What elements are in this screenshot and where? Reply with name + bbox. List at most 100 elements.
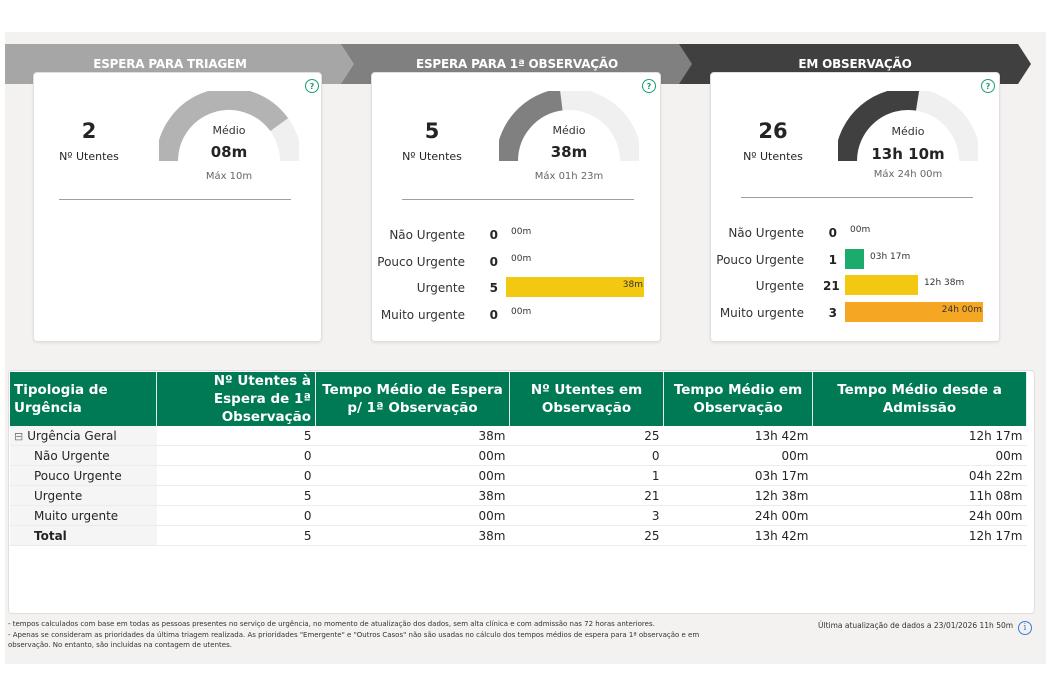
table-cell: 03h 17m xyxy=(663,465,813,486)
priority-count: 3 xyxy=(828,305,837,320)
priority-time: 00m xyxy=(511,306,532,317)
table-cell: 5 xyxy=(156,485,316,506)
table-cell: 38m xyxy=(315,485,510,506)
row-label: Não Urgente xyxy=(34,448,110,463)
help-icon[interactable]: ? xyxy=(642,79,656,93)
column-header[interactable]: Tempo Médio desde a Admissão xyxy=(812,372,1027,426)
table-row-group[interactable]: ⊟ Urgência Geral 5 38m 25 13h 42m 12h 17m xyxy=(10,426,1027,446)
row-header: Muito urgente xyxy=(10,505,157,526)
last-update-text: Última atualização de dados a 23/01/2026… xyxy=(818,621,1014,630)
wait-gauge xyxy=(159,91,299,162)
gauge-label: Médio xyxy=(212,124,246,137)
priority-label: Urgente xyxy=(755,279,804,293)
priority-count: 1 xyxy=(828,252,837,267)
card-triage: ? 2 Nº Utentes Médio 08m Máx 10m xyxy=(33,72,322,342)
priority-bar[interactable] xyxy=(506,277,644,297)
card-in-observation: ? 26 Nº Utentes Médio 13h 10m Máx 24h 00… xyxy=(710,72,1000,342)
wait-gauge xyxy=(499,91,639,162)
patient-count: 26 xyxy=(758,119,788,143)
gauge-label: Médio xyxy=(552,124,586,137)
priority-bar[interactable] xyxy=(845,301,983,322)
row-label: Muito urgente xyxy=(34,508,119,523)
priority-time: 00m xyxy=(511,253,532,264)
priority-label: Não Urgente xyxy=(728,226,804,240)
column-header[interactable]: Nº Utentes em Observação xyxy=(509,372,664,426)
row-header: Urgente xyxy=(10,485,157,506)
table-cell: 38m xyxy=(315,525,510,546)
patient-count: 2 xyxy=(81,119,97,143)
gauge-value: 13h 10m xyxy=(871,145,945,163)
table-cell: 0 xyxy=(156,505,316,526)
stage-title: ESPERA PARA 1ª OBSERVAÇÃO xyxy=(415,57,618,71)
table-cell: 25 xyxy=(509,525,664,546)
priority-row: Não Urgente 0 00m xyxy=(372,224,660,246)
gauge-label: Médio xyxy=(891,125,925,138)
stage-title: ESPERA PARA TRIAGEM xyxy=(93,57,247,71)
priority-label: Pouco Urgente xyxy=(377,254,465,269)
gauge-max: Máx 01h 23m xyxy=(534,171,604,182)
table-cell: 12h 17m xyxy=(812,525,1027,546)
table-cell: 00m xyxy=(315,445,510,466)
table-cell: 00m xyxy=(812,445,1027,466)
priority-count: 5 xyxy=(489,281,498,295)
priority-count: 0 xyxy=(489,254,498,269)
priority-bar[interactable] xyxy=(845,248,864,269)
priority-count: 0 xyxy=(489,228,498,242)
row-header: ⊟ Urgência Geral xyxy=(10,426,157,446)
table-cell: 04h 22m xyxy=(812,465,1027,486)
help-icon[interactable]: ? xyxy=(305,79,319,93)
card-divider xyxy=(59,199,291,200)
info-icon[interactable]: i xyxy=(1018,621,1032,635)
priority-time: 12h 38m xyxy=(924,278,965,288)
card-first-observation: ? 5 Nº Utentes Médio 38m Máx 01h 23m Não… xyxy=(371,72,661,342)
priority-row: Pouco Urgente 1 03h 17m xyxy=(711,248,999,271)
help-icon[interactable]: ? xyxy=(981,79,995,93)
table-cell: 1 xyxy=(509,465,664,486)
table-cell: 5 xyxy=(156,426,316,446)
gauge-max: Máx 10m xyxy=(205,171,253,182)
priority-time: 03h 17m xyxy=(870,251,911,262)
column-header[interactable]: Tipologia de Urgência xyxy=(10,372,157,426)
table-cell: 21 xyxy=(509,485,664,506)
priority-time: 00m xyxy=(511,227,532,237)
patient-count-label: Nº Utentes xyxy=(59,150,119,163)
table-row-total[interactable]: Total 5 38m 25 13h 42m 12h 17m xyxy=(10,525,1027,546)
column-header[interactable]: Tempo Médio de Espera p/ 1ª Observação xyxy=(315,372,510,426)
row-header: Não Urgente xyxy=(10,445,157,466)
priority-time: 38m xyxy=(622,280,643,290)
row-label: Total xyxy=(34,528,67,543)
table-cell: 13h 42m xyxy=(663,525,813,546)
table-cell: 38m xyxy=(315,426,510,446)
priority-label: Muito urgente xyxy=(719,305,804,320)
gauge-max: Máx 24h 00m xyxy=(873,169,943,180)
card-divider xyxy=(741,197,973,198)
row-header: Pouco Urgente xyxy=(10,465,157,486)
table-cell: 0 xyxy=(156,445,316,466)
priority-row: Não Urgente 0 00m xyxy=(711,222,999,244)
table-row[interactable]: Não Urgente 0 00m 0 00m 00m xyxy=(10,445,1027,466)
table-cell: 5 xyxy=(156,525,316,546)
priority-row: Urgente 5 38m xyxy=(372,277,660,299)
table-row[interactable]: Muito urgente 0 00m 3 24h 00m 24h 00m xyxy=(10,505,1027,526)
priority-time: 00m xyxy=(850,225,871,235)
column-header[interactable]: Nº Utentes à Espera de 1ª Observação xyxy=(156,372,316,426)
priority-count: 0 xyxy=(489,307,498,322)
card-divider xyxy=(402,199,634,200)
collapse-toggle-icon[interactable]: ⊟ xyxy=(14,429,24,443)
table-cell: 0 xyxy=(156,465,316,486)
footnote-2: - Apenas se consideram as prioridades da… xyxy=(8,631,700,649)
patient-count-label: Nº Utentes xyxy=(743,150,803,163)
table-cell: 13h 42m xyxy=(663,426,813,446)
table-cell: 11h 08m xyxy=(812,485,1027,506)
priority-bar[interactable] xyxy=(845,275,918,295)
table-cell: 0 xyxy=(509,445,664,466)
row-label: Urgência Geral xyxy=(27,428,117,443)
table-row[interactable]: Pouco Urgente 0 00m 1 03h 17m 04h 22m xyxy=(10,465,1027,486)
table-row[interactable]: Urgente 5 38m 21 12h 38m 11h 08m xyxy=(10,485,1027,506)
stage-title: EM OBSERVAÇÃO xyxy=(798,57,912,71)
table-cell: 3 xyxy=(509,505,664,526)
priority-row: Muito urgente 3 24h 00m xyxy=(711,301,999,324)
patient-count-label: Nº Utentes xyxy=(402,150,462,163)
column-header[interactable]: Tempo Médio em Observação xyxy=(663,372,813,426)
table-cell: 12h 17m xyxy=(812,426,1027,446)
